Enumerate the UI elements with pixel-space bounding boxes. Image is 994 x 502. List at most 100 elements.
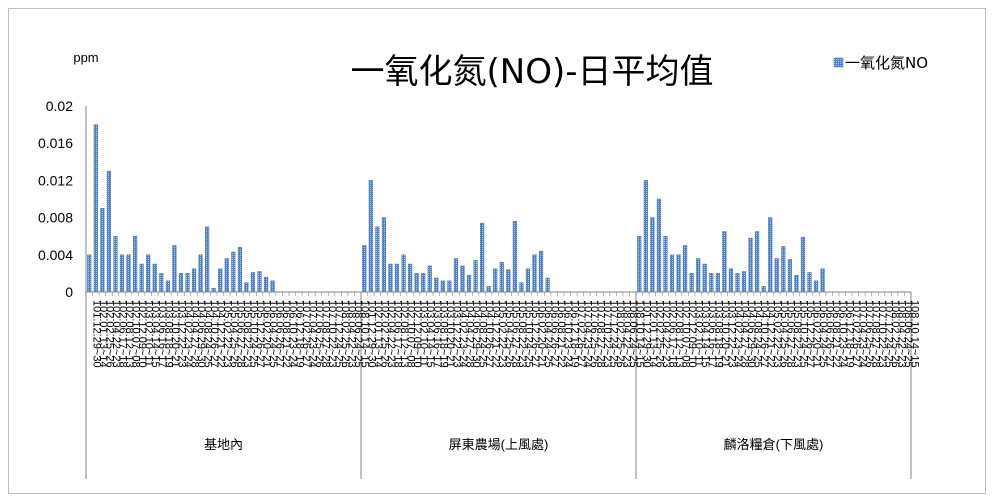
category-label: 105.12.26~27 (529, 300, 541, 368)
bar (159, 273, 164, 293)
bar (486, 286, 491, 293)
category-label: 106.08.21~22 (555, 300, 567, 368)
bar (375, 226, 380, 293)
category-label: 105.10.24~25 (797, 300, 809, 368)
category-label: 104.08.24~25 (202, 300, 214, 368)
category-label: 105.04.25~26 (503, 300, 515, 368)
bar (741, 271, 747, 293)
category-label: 106.02.20~21 (536, 300, 548, 368)
category-label: 103.04.14~15 (424, 300, 436, 368)
group-labels: 基地內 屏東農場(上風處) 麟洛糧倉(下風處) (204, 437, 823, 452)
category-label: 107.06.25~26 (588, 300, 600, 368)
category-label: 105.02.22~23 (221, 300, 233, 368)
bar (447, 280, 452, 293)
category-label: 105.12.26~27 (804, 300, 816, 368)
bar (133, 235, 138, 293)
category-label: 108.04.22~23 (896, 300, 908, 368)
category-label: 108.04.22~23 (346, 300, 358, 368)
category-label: 108.06.24~25 (902, 300, 914, 368)
bar (787, 259, 792, 293)
category-label: 103.02.10~11 (693, 300, 705, 367)
category-label: 102.10.07~08 (130, 300, 142, 368)
bar (394, 263, 400, 293)
bar (427, 265, 432, 293)
category-label: 106.04.24~25 (267, 300, 279, 368)
category-label: 108.10.14~15 (909, 300, 921, 368)
bar (362, 245, 367, 293)
no-daily-average-chart: 一氧化氮(NO)-日平均值 ppm 一氧化氮NO 0.020.0160.0120… (38, 50, 928, 479)
category-label: 107.08.27~28 (319, 300, 331, 368)
category-label: 104.04.27~28 (738, 300, 750, 368)
category-label: 105.10.24~25 (247, 300, 259, 368)
category-label: 106.08.21~22 (280, 300, 292, 368)
y-axis-ticks: 0.02 0.016 0.012 0.008 0.004 0 (38, 98, 73, 300)
bar (211, 287, 216, 293)
category-label: 104.08.24~25 (752, 300, 764, 368)
category-label: 104.12.21~22 (765, 300, 777, 368)
category-label: 104.12.21~22 (490, 300, 502, 368)
bar (728, 268, 734, 293)
bar (525, 268, 531, 293)
category-label: 107.06.25~26 (313, 300, 325, 368)
category-label: 102.08.12~13 (123, 300, 135, 368)
category-label: 107.04.23~24 (306, 300, 318, 368)
bar (119, 254, 125, 293)
legend-label: 一氧化氮NO (845, 54, 928, 72)
category-label: 106.12.18~19 (568, 300, 580, 368)
y-tick-label: 0.02 (46, 98, 73, 114)
category-label: 106.10.23~24 (562, 300, 574, 368)
category-label: 103.06.16~17 (706, 300, 718, 368)
category-label: 108.04.22~23 (621, 300, 633, 368)
bar (250, 272, 256, 293)
category-label: 104.04.27~28 (463, 300, 475, 368)
bar (263, 276, 269, 293)
category-label: 107.08.27~28 (594, 300, 606, 368)
category-label: 104.04.27~28 (188, 300, 200, 368)
category-label: 106.06.26~27 (549, 300, 561, 368)
category-label: 104.10.26~27 (483, 300, 495, 368)
y-axis-unit: ppm (73, 50, 98, 65)
category-label: 103.10.20~21 (169, 300, 181, 368)
category-label: 101.12.29~30 (90, 300, 102, 368)
bar (388, 263, 393, 293)
category-label: 102.08.12~13 (673, 300, 685, 368)
bar (702, 263, 707, 293)
legend: 一氧化氮NO (833, 54, 928, 72)
bar (414, 273, 419, 293)
category-label: 105.02.22~23 (771, 300, 783, 368)
category-label: 108.02.25~26 (889, 300, 901, 368)
bar (244, 282, 249, 293)
chart-frame: 一氧化氮(NO)-日平均值 ppm 一氧化氮NO 0.02 0.016 0.012 0… (8, 8, 986, 494)
bar (434, 277, 439, 293)
bar (532, 254, 537, 293)
bar (93, 124, 98, 293)
category-label: 107.10.22~23 (876, 300, 888, 368)
bar (100, 208, 105, 293)
category-label: 107.04.23~24 (581, 300, 593, 368)
category-label: 103.08.18~19 (712, 300, 724, 368)
bar (152, 263, 157, 293)
category-label: 106.12.18~19 (843, 300, 855, 368)
bar (191, 268, 197, 293)
category-label: 104.06.29~30 (745, 300, 757, 368)
category-label: 105.04.25~26 (228, 300, 240, 368)
bar (480, 222, 485, 293)
bar (178, 273, 184, 293)
category-label: 102.06.17~18 (116, 300, 128, 368)
category-label: 102.12.09~10 (136, 300, 148, 368)
bar (87, 254, 92, 293)
category-label: 105.08.22~23 (791, 300, 803, 368)
category-label: 108.02.25~26 (614, 300, 626, 368)
category-label: 106.08.21~22 (830, 300, 842, 368)
bar (755, 231, 760, 293)
category-label: 106.04.24~25 (817, 300, 829, 368)
y-tick-label: 0.004 (38, 247, 73, 263)
category-label: 105.06.27~28 (509, 300, 521, 368)
bar (185, 273, 190, 293)
bar (689, 273, 694, 293)
y-tick-label: 0.012 (38, 172, 73, 188)
category-label: 104.10.26~27 (758, 300, 770, 368)
category-label: 105.06.27~28 (784, 300, 796, 368)
category-label: 107.06.25~26 (863, 300, 875, 368)
category-label: 105.12.26~27 (254, 300, 266, 368)
